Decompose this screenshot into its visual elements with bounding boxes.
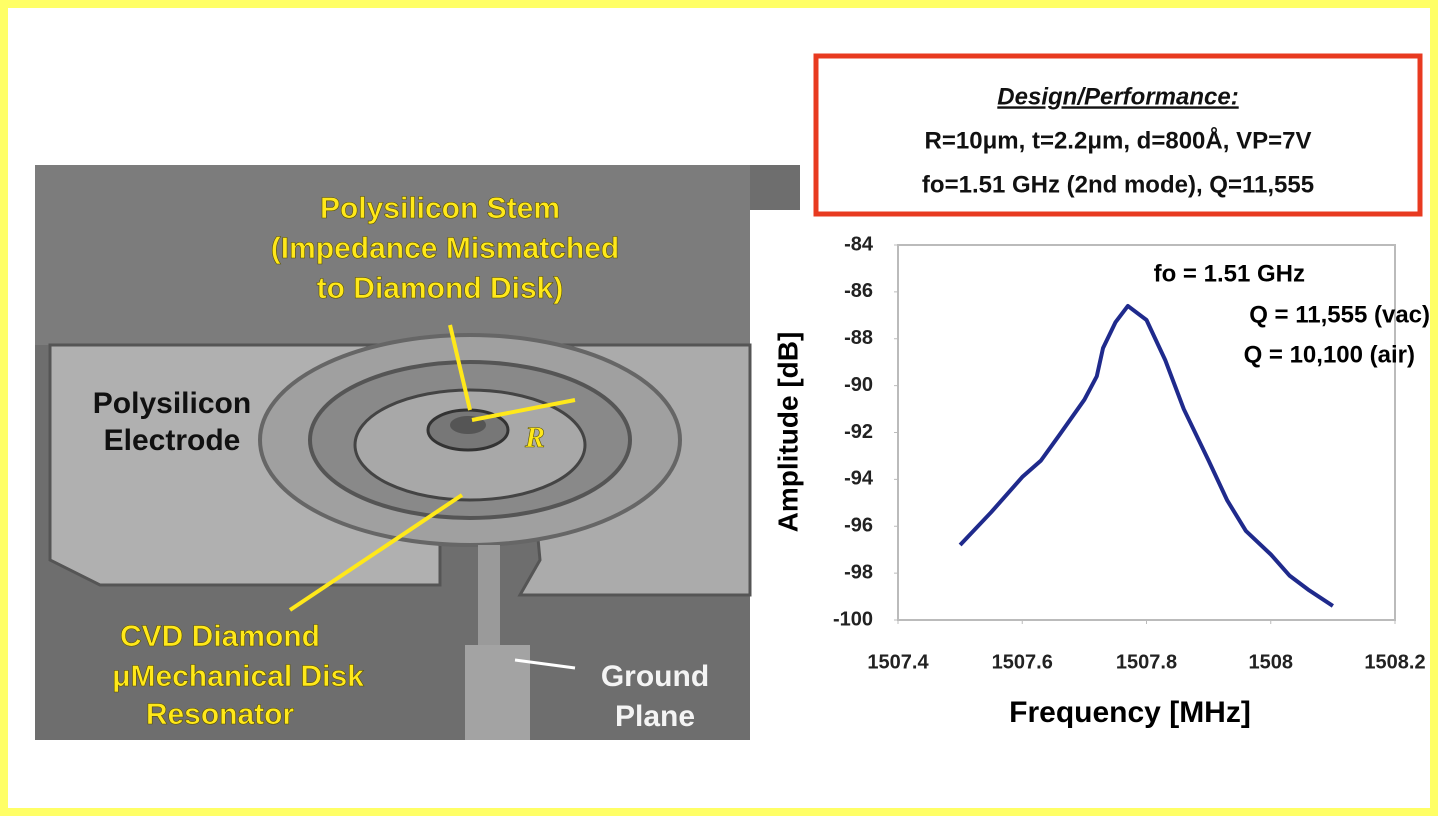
x-tick-label: 1507.8 <box>1116 651 1177 673</box>
electrode-label: Polysilicon <box>93 387 251 420</box>
y-tick-label: -100 <box>833 608 873 630</box>
x-tick-label: 1507.4 <box>867 651 929 673</box>
disk-label: Resonator <box>146 698 295 731</box>
y-tick-label: -96 <box>844 515 873 537</box>
disk-label: μMechanical Disk <box>112 660 364 693</box>
y-axis-title: Amplitude [dB] <box>772 332 803 533</box>
y-tick-label: -94 <box>844 468 874 490</box>
y-tick-label: -90 <box>844 374 873 396</box>
annotation: fo = 1.51 GHz <box>1154 260 1305 287</box>
annotation: Q = 10,100 (air) <box>1244 341 1415 368</box>
electrode-label: Electrode <box>104 424 241 457</box>
y-tick-label: -92 <box>844 421 873 443</box>
ground-label: Plane <box>615 700 695 733</box>
y-tick-label: -86 <box>844 280 873 302</box>
stem-label: to Diamond Disk) <box>317 272 564 305</box>
figure: Polysilicon Stem (Impedance Mismatched t… <box>0 0 1438 816</box>
x-tick-label: 1507.6 <box>992 651 1053 673</box>
info-line: fo=1.51 GHz (2nd mode), Q=11,555 <box>922 171 1314 198</box>
y-tick-label: -98 <box>844 561 873 583</box>
x-axis-title: Frequency [MHz] <box>1009 696 1251 729</box>
y-tick-label: -84 <box>844 233 874 255</box>
radius-label: R <box>524 421 545 454</box>
x-tick-label: 1508.2 <box>1364 651 1425 673</box>
y-tick-label: -88 <box>844 327 873 349</box>
info-line: R=10μm, t=2.2μm, d=800Å, VP=7V <box>925 126 1312 154</box>
disk-label: CVD Diamond <box>120 620 320 653</box>
stem-label: Polysilicon Stem <box>320 192 560 225</box>
ground-label: Ground <box>601 660 709 693</box>
annotation: Q = 11,555 (vac) <box>1249 301 1430 328</box>
info-title: Design/Performance: <box>997 83 1238 110</box>
stem-label: (Impedance Mismatched <box>271 232 619 265</box>
x-tick-label: 1508 <box>1249 651 1294 673</box>
